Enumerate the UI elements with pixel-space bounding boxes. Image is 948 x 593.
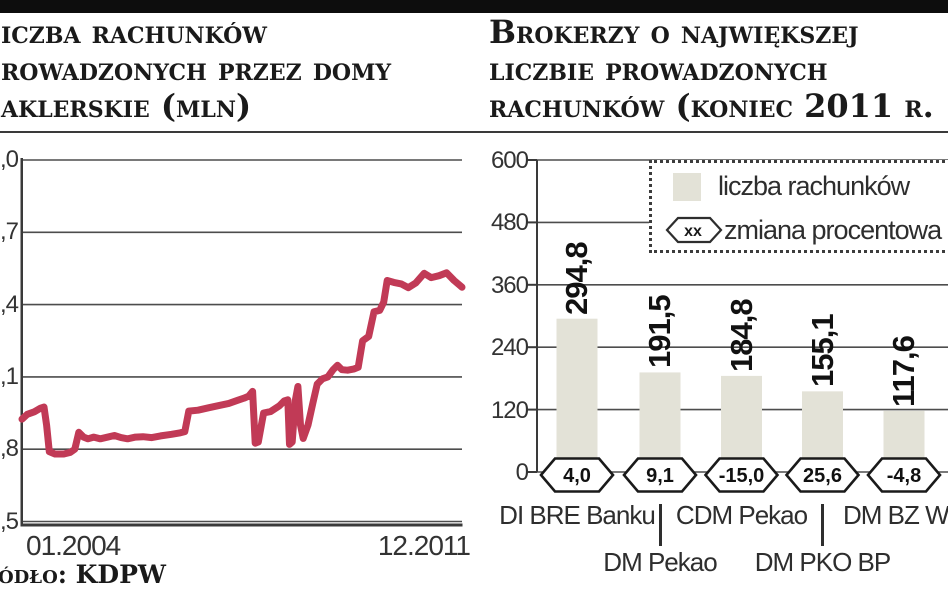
bar-value-label: 294,8 — [559, 242, 594, 315]
bar-chart-y-tick-label: 600 — [490, 147, 529, 174]
legend-label-accounts: liczba rachunków — [718, 171, 910, 201]
change-badge-hexagon — [622, 457, 698, 493]
legend-label-change: zmiana procentowa — [724, 215, 942, 245]
bar-chart-y-tick-label: 240 — [490, 334, 529, 362]
change-badge-value: -4,8 — [887, 465, 921, 487]
change-badge-value: 9,1 — [646, 465, 674, 487]
legend-bar-swatch — [673, 173, 701, 201]
bar-1 — [556, 318, 598, 472]
bar-value-label: 155,1 — [804, 314, 840, 388]
line-chart-y-tick-label: ,4 — [0, 290, 19, 318]
right-title-line-3: rachunków (koniec 2011 r. — [489, 87, 934, 125]
category-label: DI BRE Banku — [499, 500, 656, 530]
line-chart-x-axis — [20, 523, 463, 527]
accounts-line-series — [18, 269, 466, 458]
bar-chart-y-tick-label: 360 — [490, 271, 529, 299]
category-label: DM Pekao — [603, 547, 717, 577]
line-chart-y-tick-label: ,7 — [0, 218, 19, 246]
title-divider-rule — [0, 131, 948, 133]
left-title-line-1: iczba rachunków — [1, 13, 268, 51]
bar-chart-y-tick-label: 120 — [490, 396, 529, 424]
change-badge-value: 25,6 — [803, 465, 842, 487]
right-title-line-1: Brokerzy o największej — [489, 13, 859, 51]
right-title-line-2: liczbie prowadzonych — [489, 50, 828, 88]
right-chart-title: Brokerzy o największej liczbie prowadzon… — [489, 14, 934, 125]
change-badge-hexagon — [539, 457, 615, 493]
legend-hexagon-icon: xx — [665, 216, 723, 244]
line-chart-y-tick-label: ,1 — [0, 362, 19, 390]
left-title-line-3: aklerskie (mln) — [1, 87, 252, 125]
change-badge-hexagon — [784, 457, 861, 493]
bar-chart-y-tick-label: 0 — [515, 459, 529, 486]
left-title-line-2: rowadzonych przez domy — [1, 50, 392, 88]
bar-value-label: 117,6 — [886, 335, 921, 407]
line-chart-y-tick-label: ,8 — [0, 435, 19, 463]
change-badge-value: 4,0 — [563, 465, 591, 487]
line-chart-x-label-start: 01.2004 — [26, 530, 121, 561]
source-credit: ódło: KDPW — [0, 560, 166, 589]
change-badge-value: -15,0 — [719, 465, 765, 487]
category-label: DM BZ WB — [843, 500, 948, 530]
legend-hexagon-placeholder: xx — [684, 223, 702, 240]
legend: liczba rachunków xx zmiana procentowa — [649, 160, 948, 253]
category-label: CDM Pekao — [675, 500, 808, 530]
bar-chart-y-axis — [536, 160, 538, 472]
bar-3 — [721, 375, 762, 472]
top-border-bar — [0, 0, 948, 13]
change-badge-hexagon — [703, 457, 780, 493]
category-separator — [821, 504, 824, 546]
bar-chart-y-tick-label: 480 — [490, 209, 529, 237]
change-badge-hexagon — [866, 457, 942, 493]
line-chart-y-axis — [20, 158, 23, 525]
left-chart-title: iczba rachunków rowadzonych przez domy a… — [1, 14, 391, 125]
category-label: DM PKO BP — [754, 547, 891, 577]
line-chart-y-tick-label: ,5 — [0, 507, 19, 535]
line-chart-x-label-end: 12.2011 — [377, 530, 471, 561]
category-separator — [658, 504, 662, 546]
bar-2 — [639, 372, 681, 472]
line-chart-y-tick-label: ,0 — [0, 146, 19, 173]
